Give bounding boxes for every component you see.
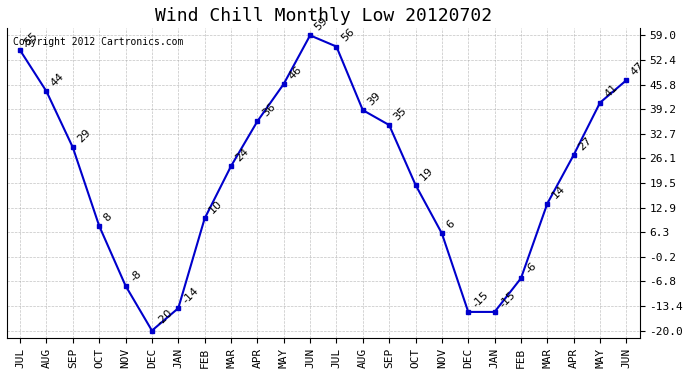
Text: 56: 56 xyxy=(339,27,356,44)
Text: 29: 29 xyxy=(76,128,92,145)
Text: 35: 35 xyxy=(392,105,409,122)
Text: 46: 46 xyxy=(286,64,304,81)
Text: 10: 10 xyxy=(208,199,224,216)
Text: 6: 6 xyxy=(444,219,457,231)
Text: 55: 55 xyxy=(23,31,40,48)
Text: -15: -15 xyxy=(497,290,518,309)
Text: 14: 14 xyxy=(550,184,567,201)
Text: -15: -15 xyxy=(471,290,491,309)
Text: 59: 59 xyxy=(313,15,330,33)
Text: 39: 39 xyxy=(366,90,383,107)
Text: 47: 47 xyxy=(629,60,647,77)
Text: 8: 8 xyxy=(102,211,114,223)
Text: Copyright 2012 Cartronics.com: Copyright 2012 Cartronics.com xyxy=(13,37,184,47)
Text: 27: 27 xyxy=(576,135,593,152)
Text: 44: 44 xyxy=(49,72,66,88)
Text: -20: -20 xyxy=(155,308,175,328)
Text: 41: 41 xyxy=(603,83,620,100)
Text: 19: 19 xyxy=(418,165,435,182)
Text: -8: -8 xyxy=(128,268,144,283)
Text: 24: 24 xyxy=(234,146,251,164)
Text: -14: -14 xyxy=(181,285,201,305)
Text: -6: -6 xyxy=(524,261,539,276)
Title: Wind Chill Monthly Low 20120702: Wind Chill Monthly Low 20120702 xyxy=(155,7,492,25)
Text: 36: 36 xyxy=(260,102,277,118)
